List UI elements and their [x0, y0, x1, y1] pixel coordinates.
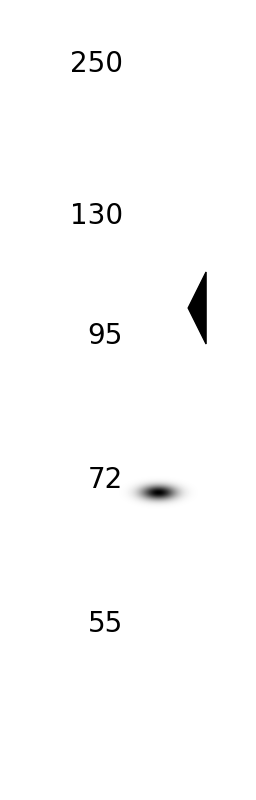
Text: 250: 250 — [70, 50, 123, 78]
Text: 130: 130 — [70, 202, 123, 230]
Text: 55: 55 — [88, 610, 123, 638]
Text: 95: 95 — [88, 322, 123, 350]
Polygon shape — [188, 272, 206, 344]
Bar — [133, 8, 184, 792]
Text: 72: 72 — [88, 466, 123, 494]
